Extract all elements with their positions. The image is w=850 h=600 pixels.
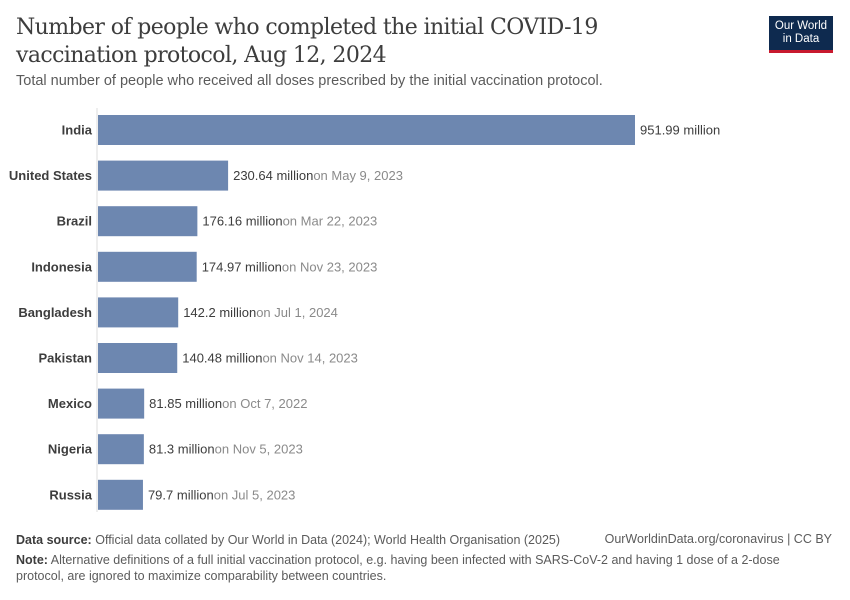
value-label: 174.97 millionon Nov 23, 2023 [202, 259, 378, 274]
category-label: Mexico [48, 396, 92, 411]
category-label: United States [9, 168, 92, 183]
bar[interactable] [98, 160, 229, 191]
bar[interactable] [98, 388, 145, 419]
value-label: 951.99 million [640, 123, 720, 138]
chart-subtitle: Total number of people who received all … [16, 73, 603, 89]
owid-logo[interactable]: Our World in Data [769, 16, 833, 53]
bar[interactable] [98, 479, 143, 510]
chart-title: Number of people who completed the initi… [16, 15, 598, 68]
value-label: 142.2 millionon Jul 1, 2024 [183, 305, 338, 320]
note-text: Alternative definitions of a full initia… [16, 553, 780, 583]
date-label: on May 9, 2023 [313, 168, 403, 183]
category-label: Russia [49, 487, 92, 502]
logo-line1: Our World [774, 20, 828, 32]
bar[interactable] [98, 251, 197, 282]
source-link[interactable]: OurWorldinData.org/coronavirus | CC BY [604, 532, 832, 546]
date-label: on Nov 14, 2023 [262, 351, 357, 366]
note: Note: Alternative definitions of a full … [16, 552, 816, 584]
bar[interactable] [98, 115, 635, 145]
note-label: Note: [16, 553, 48, 567]
value-label: 79.7 millionon Jul 5, 2023 [148, 487, 295, 502]
category-label: India [62, 123, 93, 138]
bar[interactable] [98, 206, 198, 237]
category-label: Bangladesh [18, 305, 92, 320]
bar-chart: India 951.99 million United States 230.64 m… [9, 108, 720, 512]
logo-line2: in Data [782, 33, 820, 45]
date-label: on Jul 5, 2023 [214, 487, 296, 502]
date-label: on Mar 22, 2023 [283, 214, 378, 229]
category-label: Pakistan [39, 351, 93, 366]
date-label: on Nov 23, 2023 [282, 259, 377, 274]
category-label: Brazil [57, 214, 92, 229]
bar[interactable] [98, 343, 178, 373]
source-label: Data source: [16, 533, 92, 547]
date-label: on Oct 7, 2022 [222, 396, 307, 411]
source-text: Official data collated by Our World in D… [95, 533, 561, 547]
value-label: 176.16 millionon Mar 22, 2023 [202, 214, 377, 229]
category-label: Indonesia [31, 259, 92, 274]
bar[interactable] [98, 434, 144, 465]
date-label: on Jul 1, 2024 [256, 305, 338, 320]
data-source: Data source: Official data collated by O… [16, 532, 560, 548]
category-label: Nigeria [48, 442, 93, 457]
value-label: 230.64 millionon May 9, 2023 [233, 168, 403, 183]
bar[interactable] [98, 297, 179, 328]
value-label: 81.85 millionon Oct 7, 2022 [149, 396, 307, 411]
value-label: 81.3 millionon Nov 5, 2023 [149, 442, 303, 457]
value-label: 140.48 millionon Nov 14, 2023 [182, 351, 358, 366]
date-label: on Nov 5, 2023 [215, 442, 303, 457]
